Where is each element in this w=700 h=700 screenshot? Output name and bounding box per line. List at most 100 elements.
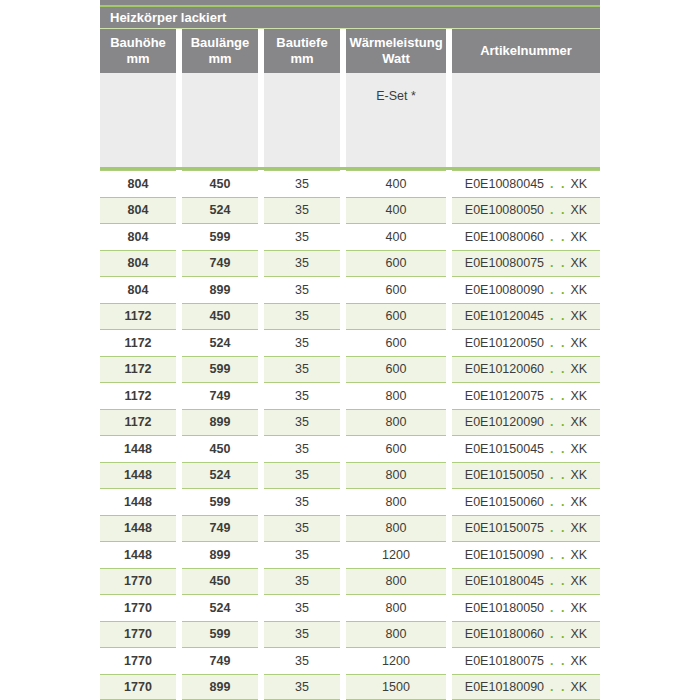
cell-artikelnummer: E0E10080060 . . XK (452, 223, 600, 250)
artikel-dots: . . (550, 521, 566, 535)
cell-watt: 600 (346, 435, 446, 462)
artikel-dots: . . (550, 389, 566, 403)
artikel-dots: . . (550, 283, 566, 297)
artikel-dots: . . (550, 468, 566, 482)
cell-baulaenge: 749 (182, 250, 258, 277)
cell-bauhoehe: 804 (100, 223, 176, 250)
artikel-suffix: XK (570, 203, 587, 217)
artikel-suffix: XK (570, 601, 587, 615)
cell-artikelnummer: E0E10180075 . . XK (452, 647, 600, 674)
column-header-label: Bauhöhe (110, 35, 166, 51)
cell-watt: 800 (346, 568, 446, 595)
cell-baulaenge: 524 (182, 462, 258, 489)
cell-bauhoehe: 1448 (100, 541, 176, 568)
cell-bautiefe: 35 (264, 621, 340, 648)
artikel-suffix: XK (570, 362, 587, 376)
column-header-unit: mm (208, 51, 231, 67)
artikel-suffix: XK (570, 521, 587, 535)
artikel-number: E0E10080050 (465, 203, 544, 217)
cell-artikelnummer: E0E10180090 . . XK (452, 674, 600, 700)
cell-watt: 400 (346, 170, 446, 197)
artikel-dots: . . (550, 230, 566, 244)
artikel-number: E0E10150060 (465, 495, 544, 509)
artikel-suffix: XK (570, 495, 587, 509)
artikel-dots: . . (550, 177, 566, 191)
cell-bauhoehe: 804 (100, 197, 176, 224)
cell-bauhoehe: 804 (100, 250, 176, 277)
cell-bautiefe: 35 (264, 329, 340, 356)
column-header-unit: mm (126, 51, 149, 67)
column-header-unit: Watt (382, 51, 410, 67)
artikel-suffix: XK (570, 548, 587, 562)
cell-bautiefe: 35 (264, 594, 340, 621)
table-row: 1448 599 35 800 E0E10150060 . . XK (100, 488, 600, 515)
artikel-suffix: XK (570, 442, 587, 456)
cell-baulaenge: 899 (182, 674, 258, 700)
cell-baulaenge: 599 (182, 488, 258, 515)
cell-baulaenge: 749 (182, 382, 258, 409)
cell-bautiefe: 35 (264, 568, 340, 595)
column-header-bauhoehe: Bauhöhe mm (100, 29, 176, 73)
column-header-unit: mm (290, 51, 313, 67)
artikel-number: E0E10180050 (465, 601, 544, 615)
cell-bautiefe: 35 (264, 276, 340, 303)
subheader-row: E-Set * (100, 73, 600, 167)
table-row: 804 599 35 400 E0E10080060 . . XK (100, 223, 600, 250)
cell-baulaenge: 524 (182, 594, 258, 621)
cell-bauhoehe: 1770 (100, 621, 176, 648)
table-body: 804 450 35 400 E0E10080045 . . XK 804 52… (100, 170, 600, 700)
artikel-number: E0E10120045 (465, 309, 544, 323)
cell-bautiefe: 35 (264, 303, 340, 330)
cell-bautiefe: 35 (264, 170, 340, 197)
cell-bauhoehe: 1172 (100, 356, 176, 383)
cell-baulaenge: 599 (182, 356, 258, 383)
cell-watt: 600 (346, 250, 446, 277)
artikel-dots: . . (550, 309, 566, 323)
cell-watt: 1500 (346, 674, 446, 700)
cell-baulaenge: 450 (182, 303, 258, 330)
cell-artikelnummer: E0E10150060 . . XK (452, 488, 600, 515)
artikel-suffix: XK (570, 177, 587, 191)
artikel-suffix: XK (570, 654, 587, 668)
table-row: 1172 450 35 600 E0E10120045 . . XK (100, 303, 600, 330)
cell-baulaenge: 599 (182, 621, 258, 648)
cell-baulaenge: 524 (182, 329, 258, 356)
subheader-cell-eset: E-Set * (346, 73, 446, 167)
cell-artikelnummer: E0E10120060 . . XK (452, 356, 600, 383)
cell-bauhoehe: 1172 (100, 303, 176, 330)
artikel-number: E0E10180090 (465, 680, 544, 694)
artikel-dots: . . (550, 256, 566, 270)
subheader-cell-empty (264, 73, 340, 167)
cell-baulaenge: 524 (182, 197, 258, 224)
cell-bauhoehe: 1172 (100, 382, 176, 409)
cell-bauhoehe: 1448 (100, 515, 176, 542)
cell-bautiefe: 35 (264, 488, 340, 515)
cell-watt: 400 (346, 223, 446, 250)
artikel-number: E0E10150075 (465, 521, 544, 535)
cell-bautiefe: 35 (264, 647, 340, 674)
cell-watt: 800 (346, 462, 446, 489)
cell-artikelnummer: E0E10180060 . . XK (452, 621, 600, 648)
cell-baulaenge: 899 (182, 409, 258, 436)
artikel-suffix: XK (570, 574, 587, 588)
table-title: Heizkörper lackiert (110, 10, 226, 25)
artikel-suffix: XK (570, 256, 587, 270)
cell-baulaenge: 450 (182, 435, 258, 462)
cell-watt: 400 (346, 197, 446, 224)
cell-artikelnummer: E0E10080090 . . XK (452, 276, 600, 303)
table-row: 1448 899 35 1200 E0E10150090 . . XK (100, 541, 600, 568)
artikel-number: E0E10180045 (465, 574, 544, 588)
column-header-artikelnummer: Artikelnummer (452, 29, 600, 73)
artikel-suffix: XK (570, 283, 587, 297)
subheader-cell-empty (100, 73, 176, 167)
artikel-number: E0E10120060 (465, 362, 544, 376)
table-row: 1172 749 35 800 E0E10120075 . . XK (100, 382, 600, 409)
cell-watt: 600 (346, 276, 446, 303)
cell-baulaenge: 899 (182, 541, 258, 568)
cell-bauhoehe: 1770 (100, 568, 176, 595)
table-row: 804 524 35 400 E0E10080050 . . XK (100, 197, 600, 224)
cell-artikelnummer: E0E10080045 . . XK (452, 170, 600, 197)
table-row: 1448 450 35 600 E0E10150045 . . XK (100, 435, 600, 462)
artikel-dots: . . (550, 680, 566, 694)
cell-bautiefe: 35 (264, 541, 340, 568)
